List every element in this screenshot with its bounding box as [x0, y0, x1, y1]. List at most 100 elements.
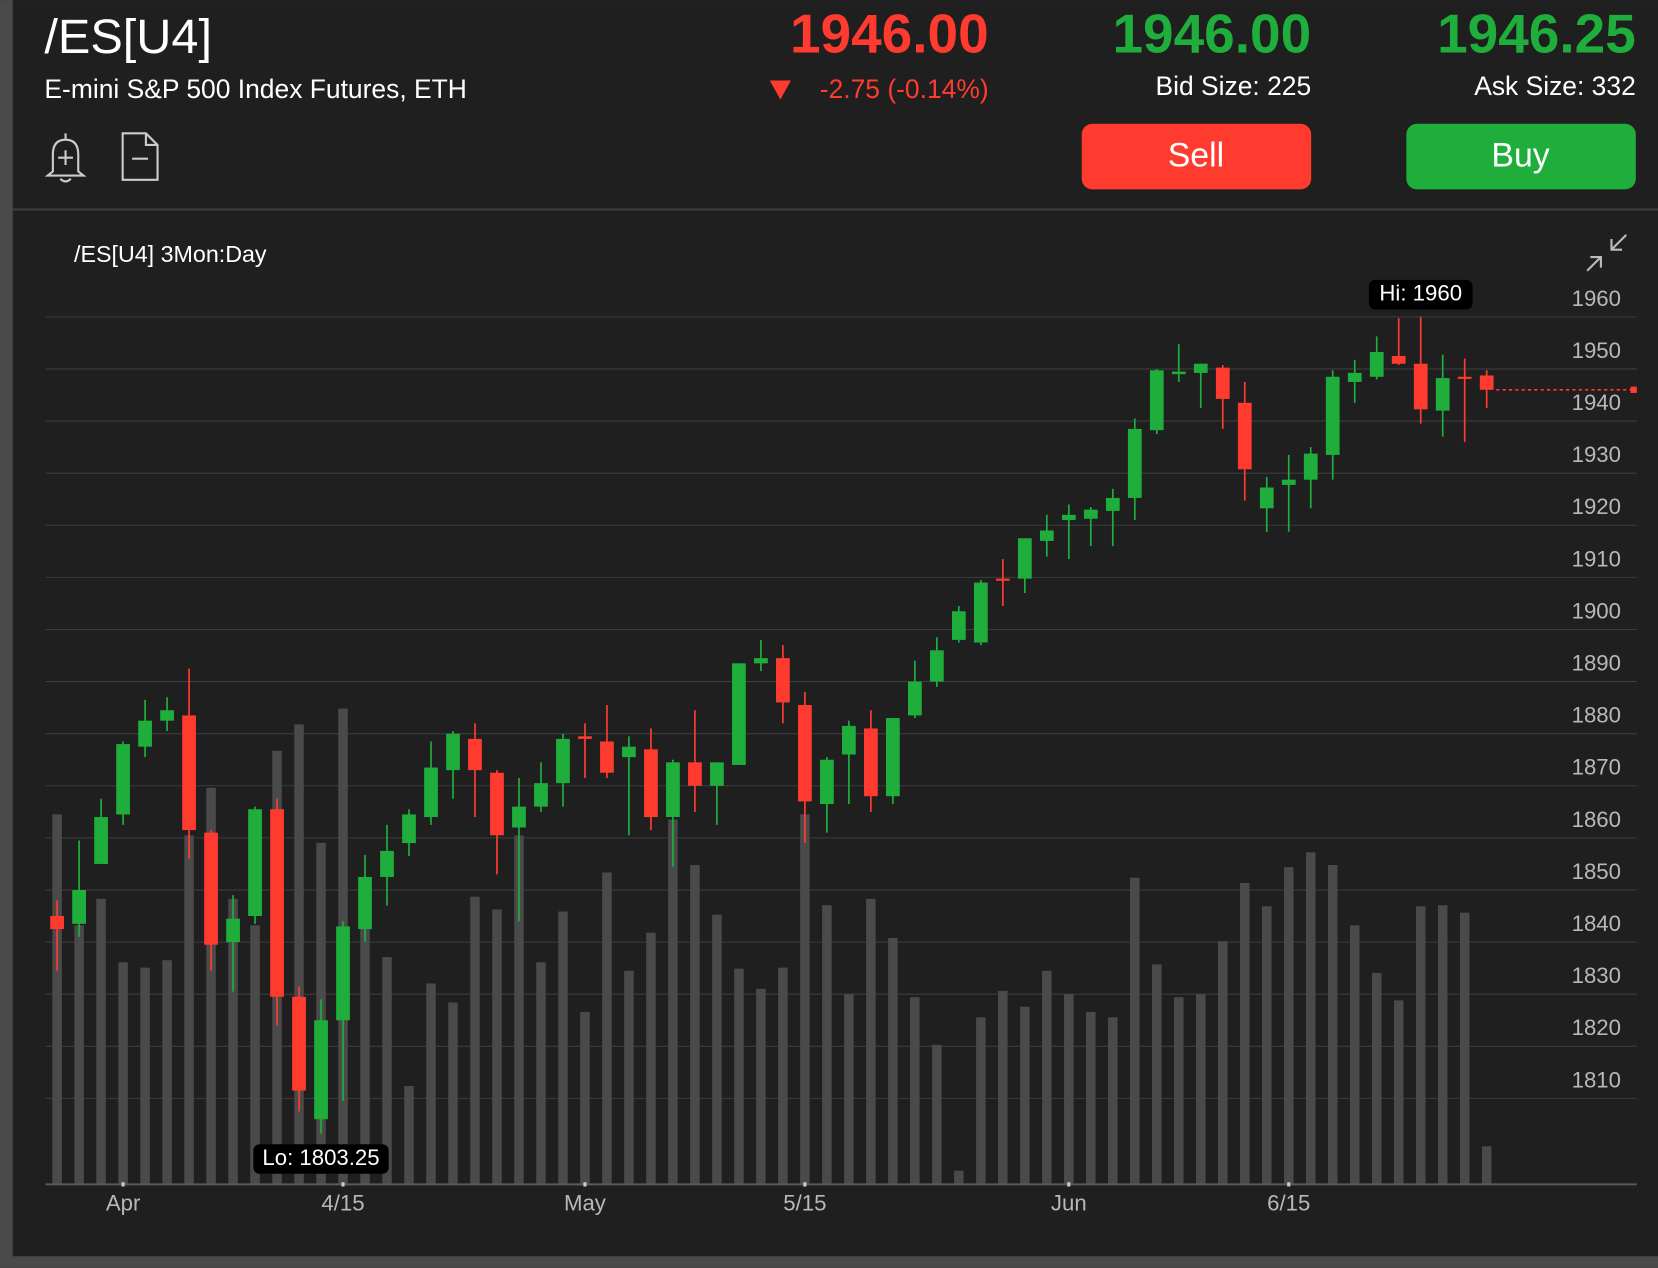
candle-body	[204, 832, 218, 945]
sell-button[interactable]: Sell	[1081, 123, 1312, 190]
volume-bar	[1393, 1000, 1404, 1185]
volume-bar	[580, 1012, 590, 1185]
bid-size: Bid Size: 225	[1155, 71, 1311, 101]
candle-body	[1237, 402, 1252, 470]
y-tick-label: 1950	[1572, 338, 1621, 363]
volume-bar	[96, 898, 106, 1185]
candle-body	[94, 817, 108, 864]
candle-body	[929, 650, 944, 682]
volume-bar	[910, 997, 920, 1185]
candle-body	[226, 918, 240, 943]
candle-body	[248, 809, 262, 917]
x-tick-label: May	[564, 1190, 607, 1215]
candle-body	[644, 749, 658, 818]
x-tick-label: 4/15	[321, 1190, 364, 1215]
candle-body	[1435, 378, 1450, 411]
volume-bar	[1130, 877, 1140, 1185]
volume-bar	[1459, 912, 1470, 1185]
volume-bar	[558, 911, 568, 1185]
volume-bar	[184, 835, 194, 1185]
candle-body	[182, 715, 196, 831]
candle-body	[973, 582, 988, 643]
lo-label: Lo: 1803.25	[262, 1145, 379, 1170]
volume-bar	[844, 994, 854, 1185]
candle-body	[754, 658, 768, 664]
y-tick-label: 1890	[1572, 651, 1621, 676]
candle-body	[776, 658, 790, 703]
down-arrow	[769, 80, 791, 100]
volume-bar	[382, 957, 392, 1185]
candle-body	[951, 611, 966, 640]
volume-bar	[1262, 906, 1272, 1185]
volume-bar	[404, 1086, 414, 1185]
volume-bar	[52, 814, 62, 1185]
volume-bar	[228, 898, 238, 1185]
candle-body	[270, 809, 284, 997]
candle-body	[1061, 514, 1076, 521]
y-tick-label: 1850	[1572, 859, 1621, 884]
candle-body	[885, 718, 900, 797]
volume-bar	[602, 872, 612, 1185]
sell-button-bg[interactable]	[1081, 123, 1312, 190]
note-icon[interactable]	[121, 132, 159, 181]
candle-body	[1413, 363, 1428, 410]
volume-bar	[1196, 994, 1206, 1185]
volume-bar	[1174, 997, 1184, 1185]
candle-body	[402, 814, 416, 844]
volume-bar	[1108, 1017, 1118, 1185]
hi-label: Hi: 1960	[1379, 281, 1462, 306]
candle-body	[578, 736, 592, 739]
buy-label[interactable]: Buy	[1491, 137, 1549, 175]
volume-bar	[250, 925, 260, 1185]
volume-bar	[888, 938, 898, 1185]
y-tick-label: 1940	[1572, 390, 1621, 415]
volume-bar	[1064, 994, 1074, 1185]
candle-body	[907, 681, 922, 716]
candle-body	[424, 767, 438, 818]
candle-body	[50, 916, 64, 930]
candle-body	[72, 889, 86, 924]
candle-body	[1303, 453, 1318, 480]
candle-body	[732, 663, 746, 765]
collapse-icon[interactable]	[1586, 234, 1628, 272]
ask-size: Ask Size: 332	[1474, 71, 1636, 101]
sell-label[interactable]: Sell	[1168, 137, 1224, 175]
volume-bar	[360, 898, 370, 1185]
candle-body	[1347, 372, 1362, 382]
candle-body	[863, 728, 878, 797]
candle-body	[1215, 367, 1230, 399]
candle-body	[336, 926, 350, 1021]
x-tick-label: Jun	[1051, 1190, 1087, 1215]
volume-bar	[1086, 1012, 1096, 1185]
candle-body	[1171, 371, 1186, 375]
y-tick-label: 1920	[1572, 494, 1621, 519]
volume-bar	[866, 898, 876, 1185]
volume-bar	[734, 968, 744, 1185]
buy-button[interactable]: Buy	[1406, 123, 1636, 190]
buy-button-bg[interactable]	[1406, 123, 1636, 190]
alert-icon[interactable]	[44, 133, 87, 183]
y-tick-label: 1820	[1572, 1015, 1621, 1040]
symbol: /ES[U4]	[44, 10, 212, 64]
volume-bar	[976, 1017, 986, 1185]
y-tick-label: 1900	[1572, 598, 1621, 623]
candle-body	[490, 772, 504, 836]
y-tick-label: 1810	[1572, 1067, 1621, 1092]
candle-body	[600, 741, 614, 773]
volume-bar	[448, 1002, 458, 1185]
candle-body	[1017, 538, 1032, 579]
volume-bar	[206, 787, 216, 1185]
candle-body	[688, 762, 702, 786]
candle-body	[292, 996, 306, 1091]
candle-body	[1391, 355, 1406, 364]
x-tick-label: 5/15	[783, 1190, 826, 1215]
volume-bar	[690, 865, 700, 1185]
y-tick-label: 1870	[1572, 755, 1621, 780]
volume-bar	[1283, 867, 1294, 1185]
candle-body	[1325, 376, 1340, 455]
volume-bar	[932, 1044, 942, 1185]
candle-body	[1193, 363, 1208, 373]
volume-bar	[822, 905, 832, 1185]
volume-bar	[668, 819, 678, 1185]
description: E-mini S&P 500 Index Futures, ETH	[44, 74, 466, 104]
